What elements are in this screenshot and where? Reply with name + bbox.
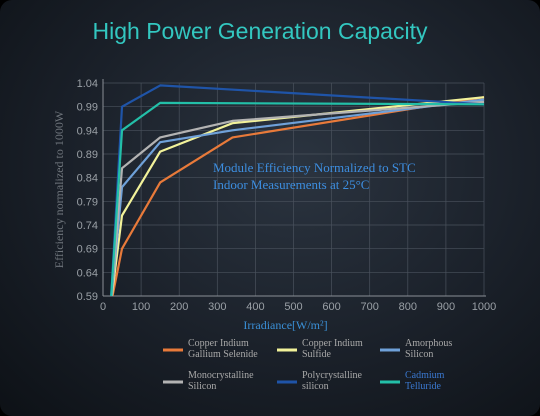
x-tick-label-1: 100 xyxy=(132,301,150,313)
x-tick-label-8: 800 xyxy=(399,301,417,313)
legend-label-6: Cadmium xyxy=(405,370,445,381)
legend-label-5: silicon xyxy=(302,381,329,392)
x-tick-label-10: 1000 xyxy=(472,301,496,313)
legend-label-2: Sulfide xyxy=(302,349,331,360)
legend-label-3: Amorphous xyxy=(405,338,452,349)
legend-label-3: Silicon xyxy=(405,349,433,360)
x-tick-label-5: 500 xyxy=(284,301,302,313)
y-tick-label-5: 0.84 xyxy=(77,173,98,185)
legend-label-5: Polycrystalline xyxy=(302,370,363,381)
legend-label-4: Silicon xyxy=(188,381,216,392)
x-tick-label-2: 200 xyxy=(170,301,188,313)
legend-label-6: Telluride xyxy=(405,381,442,392)
y-tick-label-9: 1.04 xyxy=(77,78,98,90)
legend-label-1: Copper Indium xyxy=(188,338,249,349)
x-tick-label-3: 300 xyxy=(208,301,226,313)
y-tick-label-2: 0.69 xyxy=(77,244,98,256)
x-tick-label-7: 700 xyxy=(361,301,379,313)
series-line-1 xyxy=(111,96,485,296)
legend-label-4: Monocrystalline xyxy=(188,370,254,381)
chart-title: High Power Generation Capacity xyxy=(92,18,428,44)
y-tick-label-7: 0.94 xyxy=(77,125,98,137)
annotation-line-1: Module Efficiency Normalized to STC xyxy=(213,160,416,175)
y-tick-label-6: 0.89 xyxy=(77,149,98,161)
y-axis-label: Efficiency normalized to 1000W xyxy=(52,110,66,268)
x-tick-label-6: 600 xyxy=(322,301,340,313)
y-tick-label-3: 0.74 xyxy=(77,220,98,232)
legend-label-1: Gallium Selenide xyxy=(188,349,258,360)
x-tick-label-4: 400 xyxy=(246,301,264,313)
x-axis-label: Irradiance[W/m²] xyxy=(243,318,327,332)
legend-label-2: Copper Indium xyxy=(302,338,363,349)
annotation-line-2: Indoor Measurements at 25°C xyxy=(213,177,369,192)
y-tick-label-0: 0.59 xyxy=(77,291,98,303)
x-tick-label-9: 900 xyxy=(437,301,455,313)
y-tick-label-1: 0.64 xyxy=(77,267,98,279)
y-tick-label-8: 0.99 xyxy=(77,102,98,114)
series-line-4 xyxy=(110,100,485,296)
y-tick-label-4: 0.79 xyxy=(77,196,98,208)
x-tick-label-0: 0 xyxy=(100,301,106,313)
series-line-6 xyxy=(110,101,485,296)
